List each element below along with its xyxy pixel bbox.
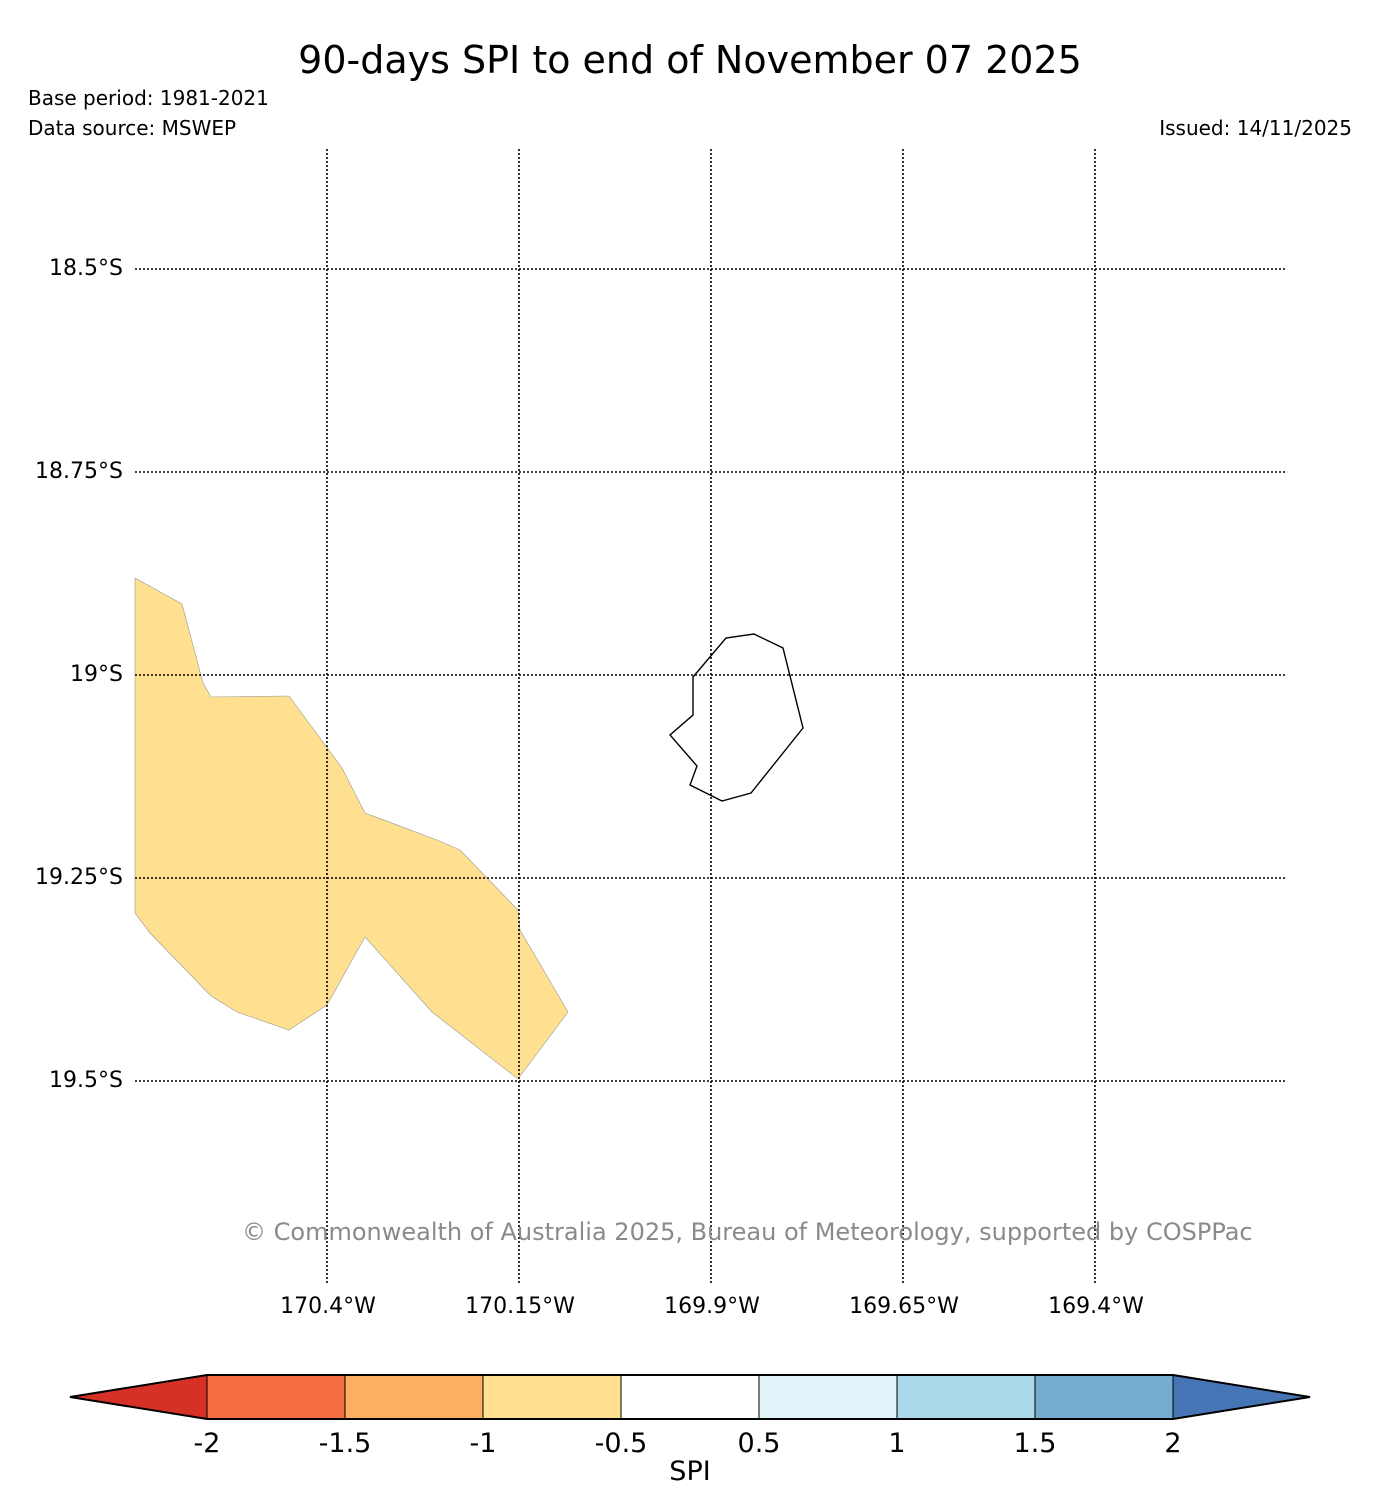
lat-label-18-5: 18.5°S [49,256,123,281]
map-title: 90-days SPI to end of November 07 2025 [298,38,1082,82]
colorbar-extend-low [70,1375,207,1419]
lon-label-170-4: 170.4°W [280,1294,376,1319]
colorbar-tick: 0.5 [737,1428,781,1459]
colorbar-bin-1 [207,1375,345,1419]
lon-label-170-15: 170.15°W [465,1294,575,1319]
colorbar-tick: -1 [469,1428,497,1459]
colorbar-bin-7 [1035,1375,1173,1419]
colorbar-tick: 1 [888,1428,906,1459]
colorbar-tick: -2 [193,1428,221,1459]
colorbar-extend-high [1173,1375,1310,1419]
lat-label-19-25: 19.25°S [35,865,123,890]
colorbar-bin-3 [483,1375,621,1419]
lat-label-18-75: 18.75°S [35,459,123,484]
lat-label-19: 19°S [70,662,123,687]
colorbar-bin-4 [621,1375,759,1419]
data-source: Data source: MSWEP [28,116,237,140]
lon-label-169-65: 169.65°W [849,1294,959,1319]
lon-label-169-4: 169.4°W [1048,1294,1144,1319]
colorbar-tick: 2 [1164,1428,1182,1459]
spi-dry-region [134,577,569,1080]
colorbar-bin-2 [345,1375,483,1419]
colorbar-label: SPI [669,1456,711,1487]
lon-label-169-9: 169.9°W [664,1294,760,1319]
lat-label-19-5: 19.5°S [49,1068,123,1093]
island-coastline [669,633,804,802]
colorbar [69,1374,1311,1420]
colorbar-tick: 1.5 [1013,1428,1057,1459]
colorbar-tick: -0.5 [594,1428,648,1459]
colorbar-bin-6 [897,1375,1035,1419]
issued-date: Issued: 14/11/2025 [1159,116,1352,140]
copyright-notice: © Commonwealth of Australia 2025, Bureau… [242,1218,1253,1246]
colorbar-bin-5 [759,1375,897,1419]
colorbar-tick: -1.5 [318,1428,372,1459]
longitude-gridlines [326,149,1096,1285]
base-period: Base period: 1981-2021 [28,86,269,110]
